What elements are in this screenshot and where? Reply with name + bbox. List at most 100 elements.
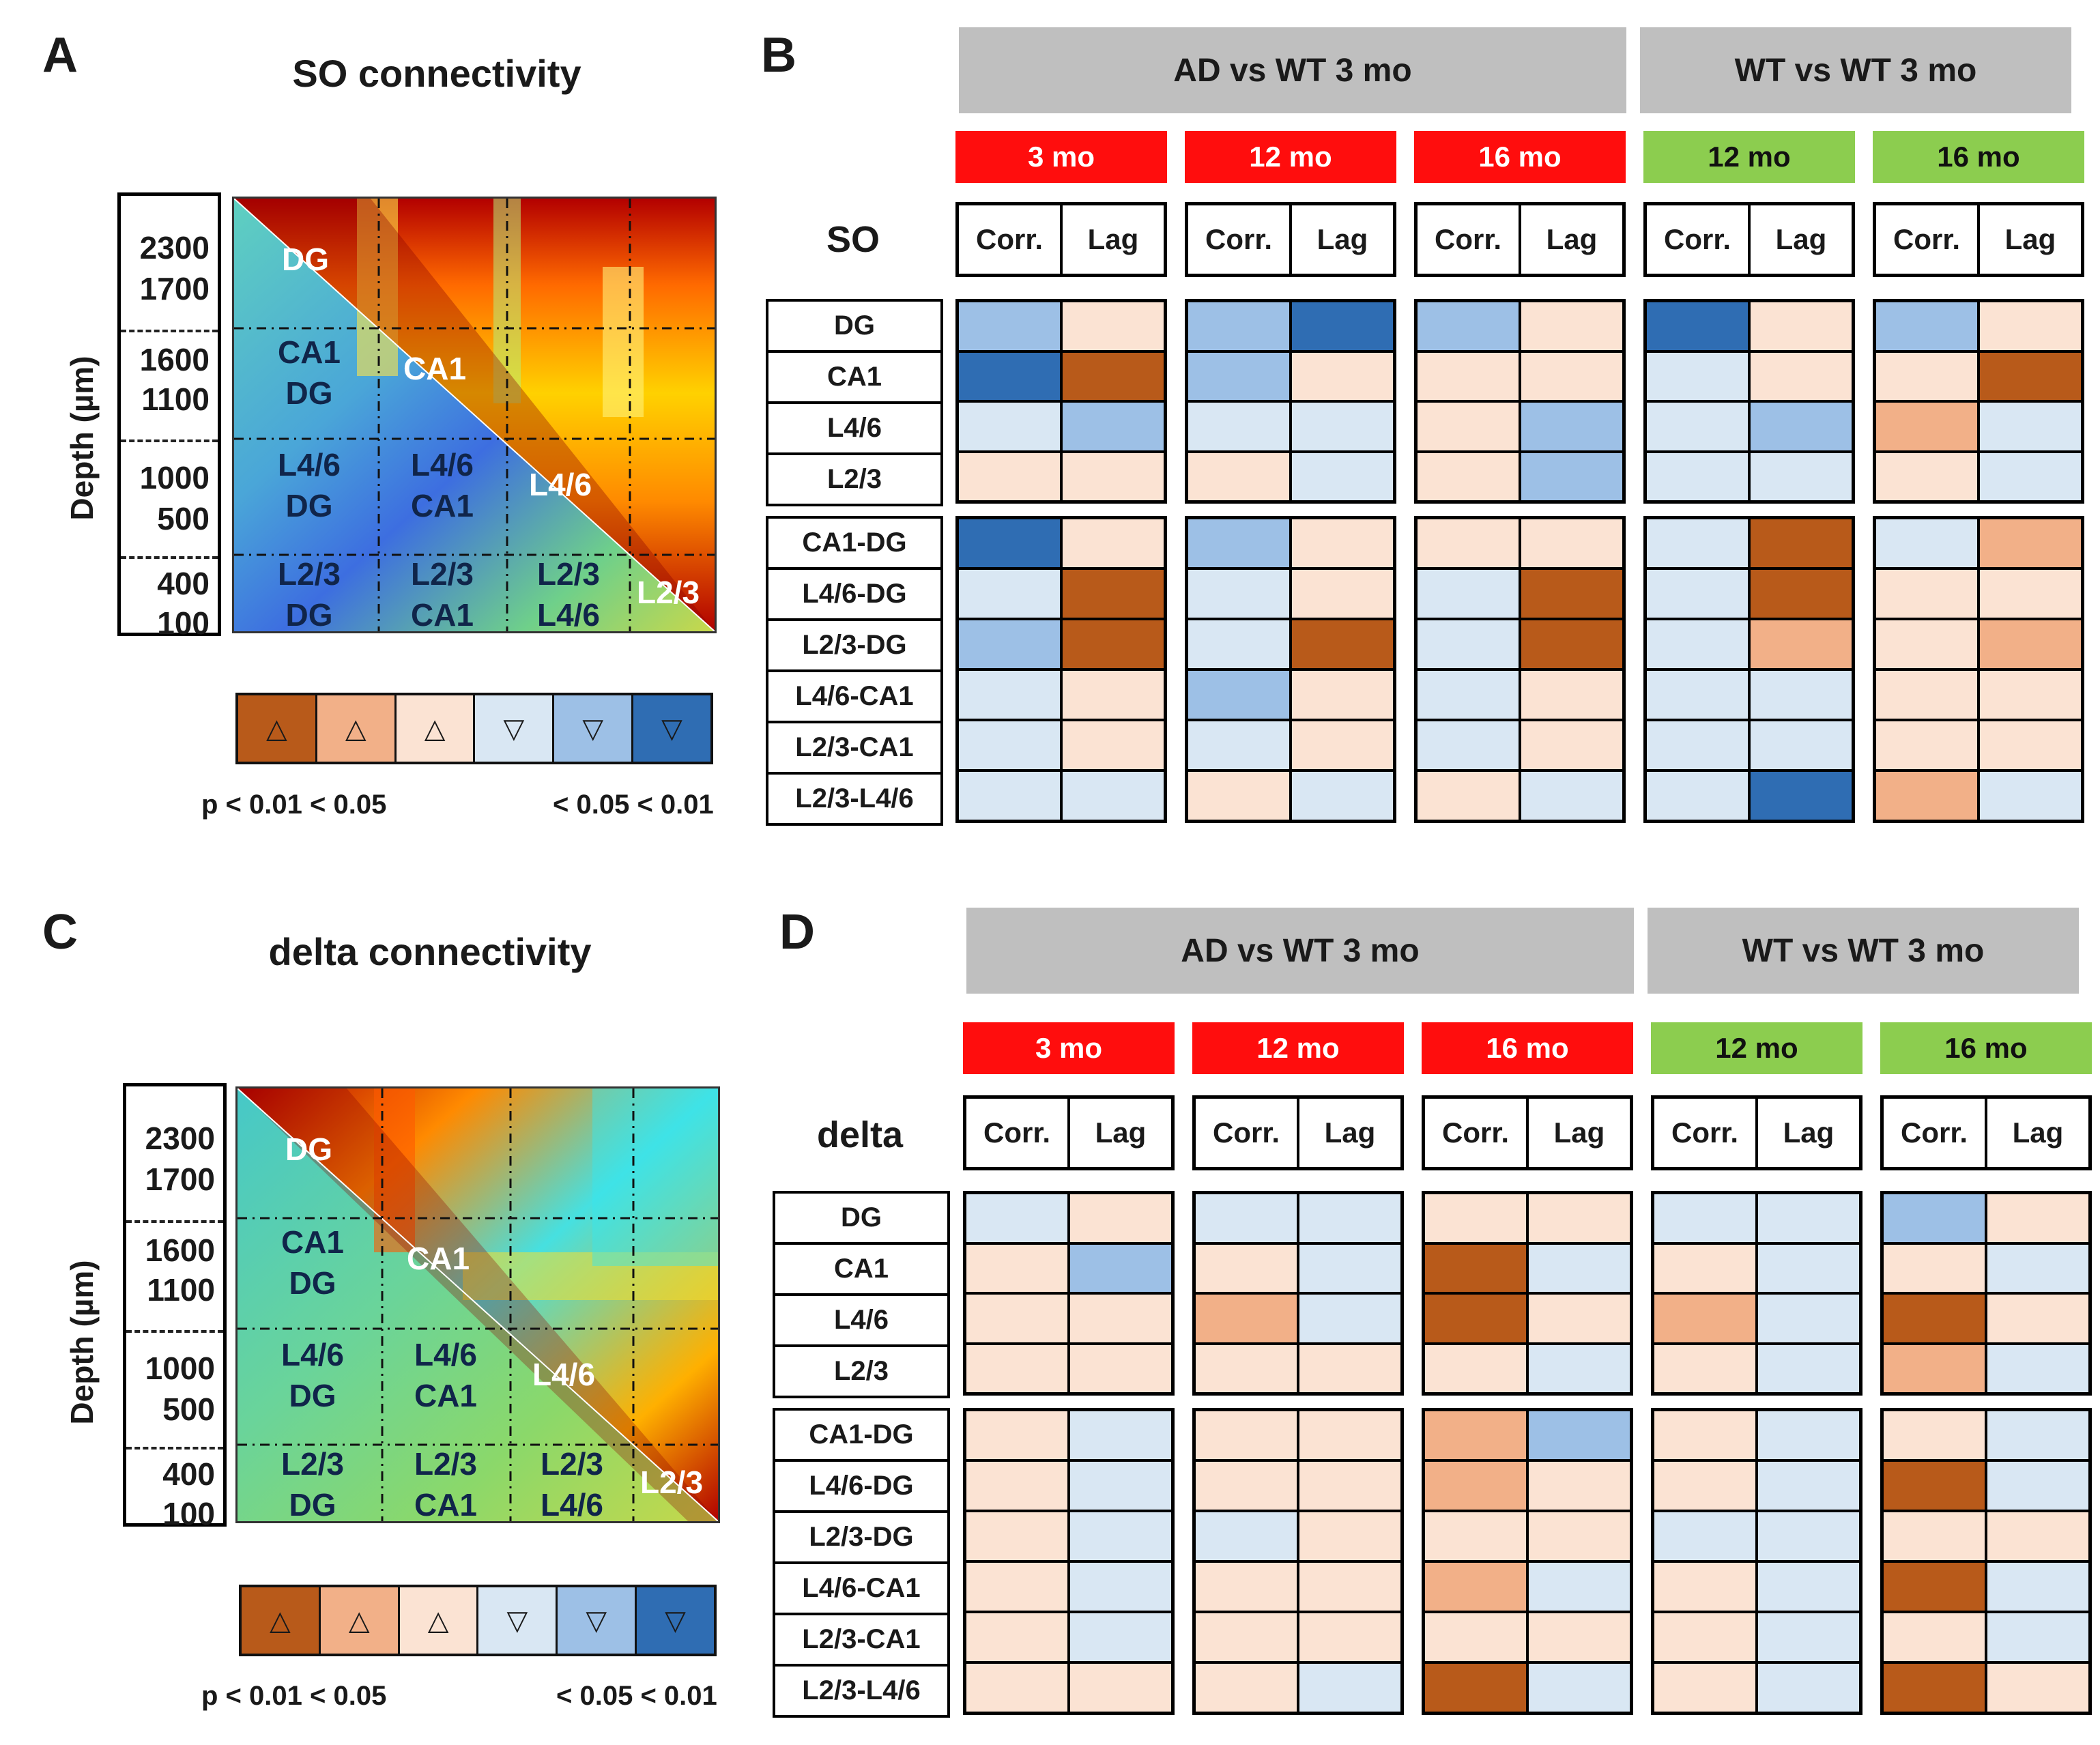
row-label: L4/6-DG (773, 1459, 950, 1513)
sig-cell-dnns (1196, 1512, 1297, 1560)
sig-cell-upns (966, 1512, 1067, 1560)
sig-cell-dnns (1987, 1613, 2088, 1661)
significance-grid (1414, 299, 1626, 504)
sig-cell-upns (966, 1344, 1067, 1392)
sig-cell-upns (1418, 352, 1519, 400)
sig-cell-upns (1751, 352, 1852, 400)
sig-cell-upns (1070, 1295, 1171, 1342)
row-label: L4/6-DG (766, 567, 943, 621)
sig-cell-upns (1654, 1462, 1755, 1510)
row-label: CA1-DG (766, 516, 943, 570)
sig-cell-dnns (1980, 403, 2081, 450)
sig-cell-dn01 (1751, 772, 1852, 820)
sig-cell-upns (1188, 772, 1289, 820)
sig-cell-dnns (1758, 1295, 1859, 1342)
sig-cell-dnns (1980, 452, 2081, 500)
sig-cell-upns (1299, 1344, 1400, 1392)
sig-cell-upns (1529, 1462, 1630, 1510)
sig-cell-dnns (1647, 570, 1748, 618)
sig-cell-dnns (1647, 519, 1748, 567)
lag-label: Lag (1748, 205, 1852, 274)
diag-label-dg: DG (282, 242, 329, 277)
lag-label: Lag (1977, 205, 2081, 274)
sig-cell-dn05 (1188, 519, 1289, 567)
sig-cell-dnns (1196, 1194, 1297, 1242)
sig-cell-up01 (1521, 570, 1622, 618)
sig-cell-dnns (1758, 1664, 1859, 1712)
sig-cell-dnns (1529, 1563, 1630, 1611)
legend-cell-dn-ns: ▽ (478, 1587, 558, 1654)
age-header: 12 mo (1185, 131, 1396, 183)
sig-cell-upns (1884, 1244, 1985, 1292)
sig-cell-dnns (1299, 1295, 1400, 1342)
sig-cell-up05 (1425, 1411, 1526, 1459)
significance-grid (1873, 516, 2084, 823)
significance-grid (1422, 1191, 1633, 1396)
sig-cell-upns (1529, 1512, 1630, 1560)
panel-c-ylabel: Depth (µm) (64, 1260, 100, 1425)
significance-grid (1192, 1408, 1404, 1715)
sig-cell-dn05 (1751, 403, 1852, 450)
diag-label-l46: L4/6 (529, 467, 592, 502)
sig-cell-upns (1292, 671, 1393, 719)
legend-cell-up-ns: △ (399, 1587, 479, 1654)
sig-cell-dnns (1654, 1194, 1755, 1242)
sig-cell-dnns (1292, 452, 1393, 500)
row-label: DG (766, 299, 943, 353)
sig-cell-dnns (1418, 671, 1519, 719)
lag-label: Lag (1067, 1099, 1171, 1167)
sig-cell-dnns (1070, 1563, 1171, 1611)
sig-cell-dnns (1987, 1411, 2088, 1459)
sig-cell-dn05 (1876, 302, 1977, 350)
sig-cell-up01 (1884, 1462, 1985, 1510)
sig-cell-dn05 (1521, 403, 1622, 450)
region-l46-ca1: L4/6 CA1 (410, 447, 474, 523)
sig-cell-up05 (1980, 620, 2081, 668)
age-header: 3 mo (963, 1022, 1175, 1074)
age-header: 16 mo (1422, 1022, 1633, 1074)
panel-a-depth-axis: 2300 1700 1600 1100 1000 500 400 100 (117, 192, 221, 641)
sig-cell-upns (1654, 1344, 1755, 1392)
sig-cell-upns (1070, 1344, 1171, 1392)
legend-cell-up-01: △ (242, 1587, 321, 1654)
sig-cell-up01 (1751, 570, 1852, 618)
sig-cell-up01 (1884, 1295, 1985, 1342)
row-label: L2/3-CA1 (773, 1613, 950, 1667)
region-l23-dg: L2/3 DG (281, 1446, 345, 1523)
corr-label: Corr. (1441, 1116, 1510, 1149)
sig-cell-upns (1196, 1563, 1297, 1611)
panel-letter-c: C (42, 905, 78, 960)
corr-label: Corr. (1205, 223, 1273, 255)
legend-cell-dn-01: ▽ (637, 1587, 714, 1654)
sig-cell-dnns (1758, 1344, 1859, 1392)
diag-label-ca1: CA1 (403, 351, 467, 386)
corr-label: Corr. (1900, 1116, 1968, 1149)
depth-tick: 100 (157, 605, 210, 641)
significance-grid (963, 1408, 1175, 1715)
legend-cell-dn-01: ▽ (633, 695, 710, 762)
region-l23-l46: L2/3 L4/6 (540, 1446, 604, 1523)
sig-cell-upns (1063, 452, 1164, 500)
sig-cell-upns (1980, 671, 2081, 719)
row-label: CA1-DG (773, 1408, 950, 1462)
sig-cell-up01 (1063, 570, 1164, 618)
age-header: 16 mo (1873, 131, 2084, 183)
sig-cell-dnns (1529, 1664, 1630, 1712)
sig-cell-up05 (1980, 519, 2081, 567)
row-label: L4/6 (766, 401, 943, 455)
sig-cell-upns (1521, 721, 1622, 769)
panel-letter-d: D (779, 905, 815, 960)
band-label: SO (826, 219, 880, 260)
lag-label: Lag (1755, 1099, 1859, 1167)
lag-label: Lag (1297, 1099, 1400, 1167)
sig-cell-up05 (1751, 620, 1852, 668)
sig-cell-upns (1987, 1295, 2088, 1342)
legend-cell-up-ns: △ (396, 695, 476, 762)
sig-cell-dnns (959, 403, 1060, 450)
sig-cell-dn05 (1070, 1244, 1171, 1292)
legend-cell-up-01: △ (238, 695, 317, 762)
region-l23-ca1: L2/3 CA1 (410, 556, 474, 633)
age-header: 3 mo (955, 131, 1167, 183)
sig-cell-upns (966, 1295, 1067, 1342)
region-ca1-dg: CA1 DG (281, 1224, 345, 1301)
